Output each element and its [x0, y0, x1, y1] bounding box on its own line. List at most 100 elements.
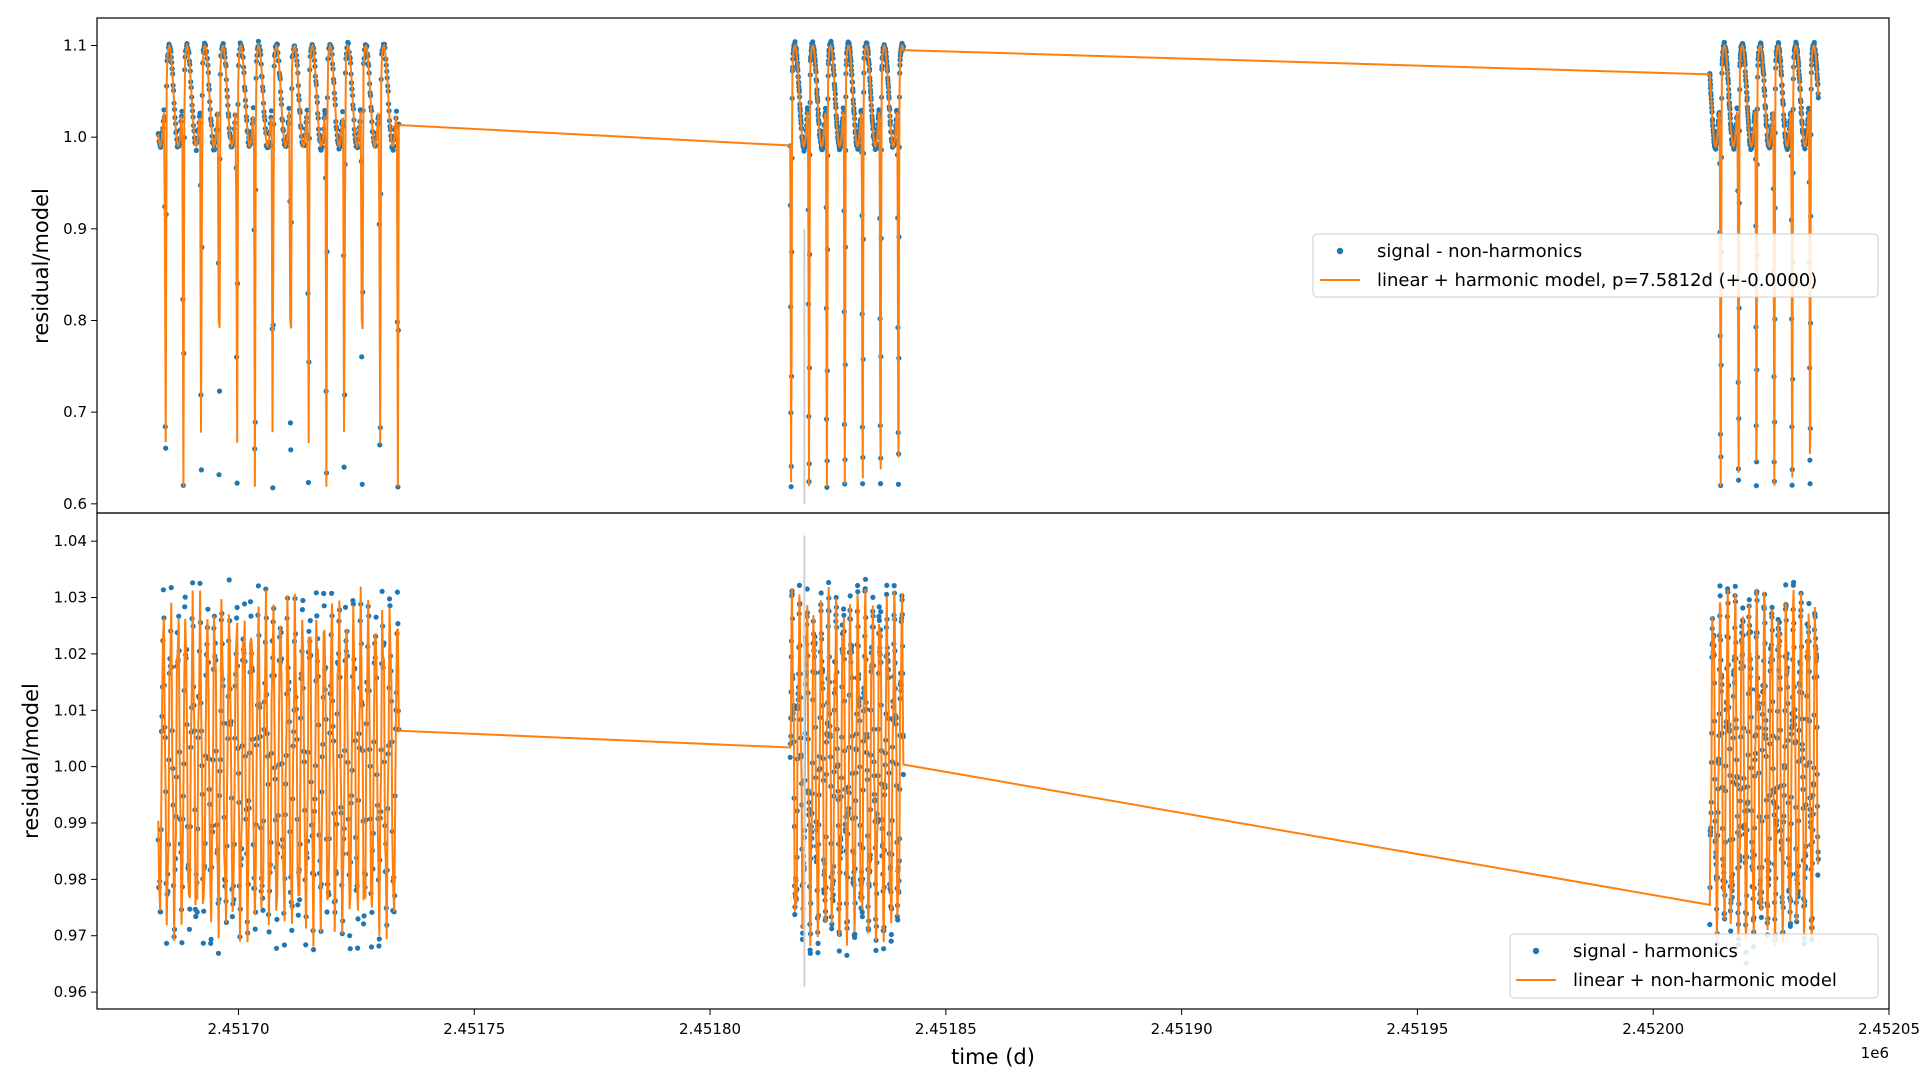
bot-signal-point: [870, 594, 876, 601]
bot-signal-point: [852, 931, 858, 937]
top-signal-point: [198, 467, 204, 473]
bot-signal-point: [804, 586, 810, 592]
x-tick-label: 2.45195: [1386, 1020, 1448, 1038]
bot-signal-point: [833, 594, 839, 601]
bottom-panel: 0.96 0.97 0.98 0.99 1.00 1.01 1.02 1.03 1.04 2.4…: [19, 512, 1920, 1069]
bot-signal-point: [164, 940, 170, 946]
x-tick-label: 2.45175: [443, 1020, 505, 1038]
top-signal-point: [359, 354, 365, 360]
top-signal-point: [220, 41, 226, 47]
top-signal-point: [359, 481, 365, 487]
bot-signal-point: [876, 613, 882, 620]
x-axis-label: time (d): [951, 1045, 1035, 1069]
top-signal-point: [197, 110, 203, 116]
bot-signal-point: [281, 942, 287, 948]
bot-signal-point: [208, 940, 214, 946]
bot-signal-point: [355, 945, 361, 951]
top-signal-point: [161, 107, 167, 113]
bot-signal-point: [807, 950, 813, 956]
bot-signal-point: [329, 590, 335, 596]
top-signal-point: [305, 479, 311, 486]
bot-signal-point: [368, 944, 375, 950]
bot-signal-point: [295, 902, 301, 908]
bot-y-tick-label: 0.97: [54, 927, 87, 945]
x-tick-label: 2.45170: [207, 1020, 269, 1038]
bottom-y-ticks: 0.96 0.97 0.98 0.99 1.00 1.01 1.02 1.03 1.04: [54, 532, 97, 1001]
bot-signal-point: [836, 948, 842, 954]
bot-signal-point: [193, 913, 199, 920]
bot-signal-point: [1707, 921, 1713, 928]
bottom-legend-label-signal: signal - harmonics: [1573, 941, 1738, 962]
bot-signal-point: [379, 588, 385, 595]
bot-signal-point: [201, 908, 207, 914]
x-tick-label: 2.45200: [1622, 1020, 1684, 1038]
top-signal-point: [193, 147, 199, 153]
top-signal-point: [341, 464, 347, 470]
top-signal-point: [393, 108, 400, 114]
top-y-ticks: 0.6 0.7 0.8 0.9 1.0 1.1: [63, 37, 97, 513]
bot-signal-point: [900, 771, 907, 778]
bot-signal-point: [826, 579, 832, 586]
top-signal-point: [1721, 39, 1727, 46]
top-signal-point: [268, 108, 274, 114]
bot-signal-point: [190, 580, 196, 586]
bot-signal-point: [1791, 579, 1797, 586]
bot-signal-point: [829, 926, 835, 932]
top-signal-point: [288, 447, 294, 453]
top-y-axis-label: residual/model: [29, 188, 53, 344]
top-signal-point: [216, 472, 222, 478]
bot-signal-point: [815, 940, 821, 947]
bot-signal-point: [859, 914, 866, 920]
bot-signal-point: [818, 590, 824, 596]
bot-signal-point: [342, 604, 349, 610]
bot-signal-point: [1717, 593, 1723, 599]
bot-signal-point: [395, 621, 401, 627]
bot-signal-point: [796, 582, 803, 589]
bot-signal-point: [300, 597, 306, 604]
bot-model-line: [157, 586, 1820, 947]
bot-signal-point: [347, 946, 353, 952]
bottom-x-ticks: 2.45170 2.45175 2.45180 2.45185 2.45190 2.451…: [207, 1009, 1920, 1038]
bot-signal-point: [881, 946, 887, 952]
bot-signal-point: [884, 591, 890, 598]
bot-signal-point: [241, 601, 248, 607]
top-signal-point: [1736, 477, 1742, 483]
top-signal-point: [286, 105, 292, 111]
top-y-tick-label: 0.8: [63, 312, 87, 330]
bot-signal-point: [361, 913, 367, 919]
bot-signal-point: [234, 615, 240, 621]
bot-signal-point: [815, 950, 821, 956]
top-signal-point: [1734, 106, 1740, 112]
bottom-y-axis-label: residual/model: [19, 683, 43, 839]
top-signal-point: [287, 420, 293, 426]
bot-signal-point: [855, 582, 861, 589]
bot-signal-point: [1717, 583, 1723, 589]
top-signal-point: [1807, 481, 1813, 487]
bot-signal-point: [873, 947, 879, 954]
bot-y-tick-label: 0.96: [54, 983, 87, 1001]
top-signal-point: [304, 107, 310, 113]
bot-signal-point: [186, 926, 192, 932]
bot-signal-point: [1815, 872, 1821, 878]
bot-signal-point: [355, 916, 361, 922]
bot-signal-point: [1769, 604, 1775, 611]
bot-signal-point: [313, 590, 319, 596]
bot-signal-point: [182, 594, 188, 600]
bot-signal-point: [324, 909, 330, 915]
x-axis-scale-label: 1e6: [1861, 1044, 1889, 1062]
top-signal-point: [1789, 482, 1795, 488]
bottom-panel-frame: [96, 512, 1890, 1010]
top-signal-point: [163, 445, 169, 451]
top-y-tick-label: 1.0: [63, 128, 87, 146]
top-signal-point: [1815, 95, 1821, 101]
top-signal-point: [216, 388, 223, 394]
x-tick-label: 2.45190: [1151, 1020, 1213, 1038]
bot-signal-point: [307, 618, 313, 624]
bot-y-tick-label: 1.04: [54, 532, 87, 550]
top-signal-point: [395, 484, 401, 490]
top-legend-label-model: linear + harmonic model, p=7.5812d (+-0.…: [1377, 270, 1817, 291]
bot-y-tick-label: 0.99: [54, 814, 87, 832]
top-signal-point: [877, 481, 884, 487]
bot-signal-point: [314, 613, 320, 619]
